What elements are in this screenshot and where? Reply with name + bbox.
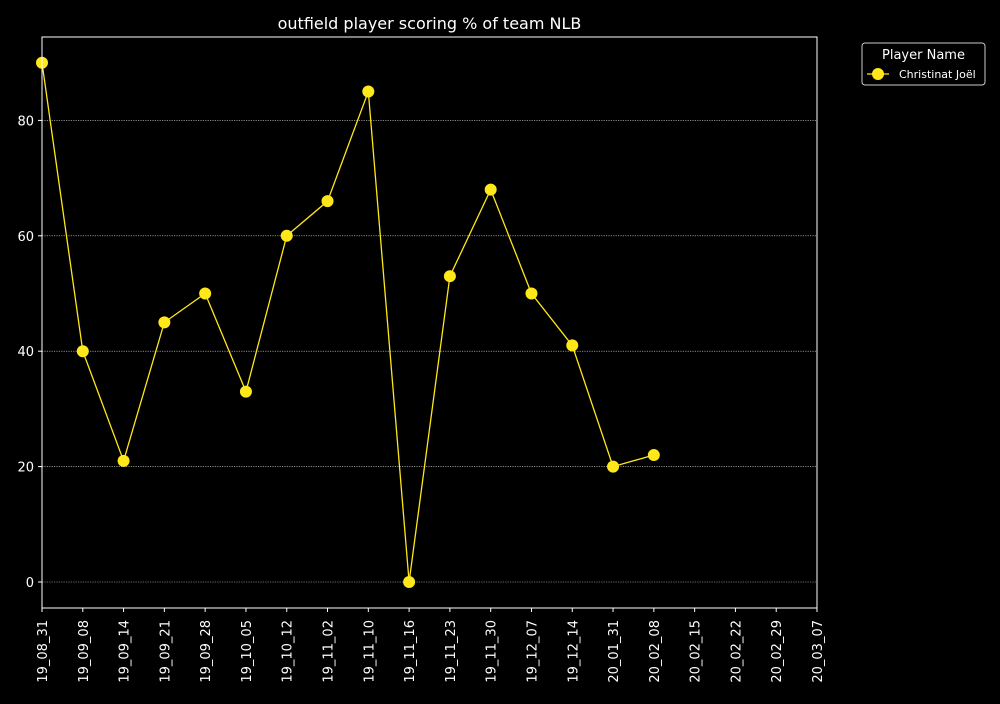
x-tick-label: 20_02_08 <box>648 620 663 683</box>
data-point <box>484 183 497 196</box>
series-line <box>41 62 655 583</box>
x-tick-label: 20_02_15 <box>689 620 704 683</box>
x-tick-label: 19_12_14 <box>566 620 581 683</box>
x-tick-label: 19_11_30 <box>485 620 500 683</box>
x-tick-label: 19_09_14 <box>118 620 133 683</box>
grid-lines <box>42 120 817 583</box>
data-point <box>443 270 456 283</box>
x-tick-label: 19_11_23 <box>444 620 459 683</box>
x-tick-label: 19_08_31 <box>36 620 51 683</box>
x-tick-label: 20_01_31 <box>607 620 622 683</box>
y-axis: 0 20 40 60 80 <box>17 114 42 591</box>
y-tick-label: 80 <box>17 114 34 129</box>
x-tick-label: 19_10_05 <box>240 620 255 683</box>
y-tick-label: 60 <box>17 230 34 245</box>
data-point <box>158 316 171 329</box>
legend-series-label: Christinat Joël <box>899 68 976 81</box>
data-point <box>199 287 212 300</box>
x-tick-label: 19_11_16 <box>403 620 418 683</box>
x-tick-label: 19_09_28 <box>199 620 214 683</box>
x-tick-label: 19_10_12 <box>281 620 296 683</box>
data-point <box>525 287 538 300</box>
data-point <box>403 576 416 588</box>
data-point <box>362 85 375 98</box>
x-axis: 19_08_31 19_09_08 19_09_14 19_09_21 19_09_28… <box>36 608 826 683</box>
plot-frame <box>41 36 818 609</box>
x-tick-label: 19_11_02 <box>322 620 337 683</box>
x-tick-label: 19_09_08 <box>77 620 92 683</box>
x-tick-label: 20_03_07 <box>811 620 826 683</box>
legend-box <box>861 42 986 86</box>
data-point <box>647 449 660 462</box>
y-tick-label: 40 <box>17 345 34 360</box>
chart-title: outfield player scoring % of team NLB <box>278 14 582 33</box>
legend: Player Name Christinat Joël <box>861 42 986 86</box>
x-tick-label: 20_02_29 <box>770 620 785 683</box>
legend-series-marker <box>872 68 884 80</box>
x-tick-label: 20_02_22 <box>729 620 744 683</box>
data-point <box>566 339 579 352</box>
legend-title: Player Name <box>882 48 965 63</box>
y-tick-label: 0 <box>26 576 34 591</box>
x-tick-label: 19_12_07 <box>525 620 540 683</box>
data-point <box>239 385 252 398</box>
y-tick-label: 20 <box>17 461 34 476</box>
x-tick-label: 19_09_21 <box>158 620 173 683</box>
data-point <box>321 195 334 208</box>
data-point <box>280 229 293 242</box>
data-point <box>117 454 130 467</box>
data-point <box>76 345 89 358</box>
data-point <box>607 460 620 473</box>
series-layer <box>36 56 660 588</box>
x-tick-label: 19_11_10 <box>362 620 377 683</box>
